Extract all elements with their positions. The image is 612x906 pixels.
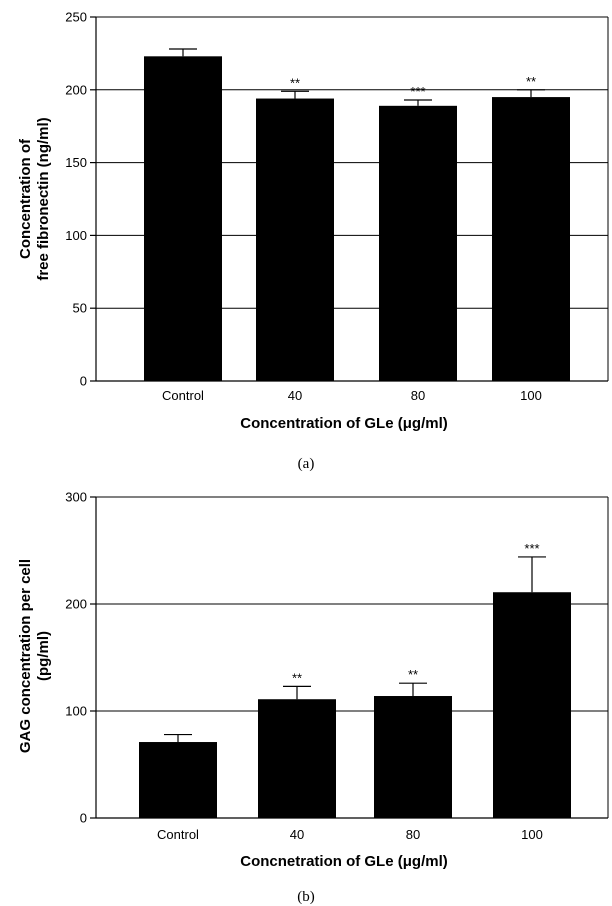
x-axis-label: Concentration of GLe (μg/ml) bbox=[240, 415, 448, 432]
bar bbox=[139, 742, 217, 818]
y-tick-label: 200 bbox=[65, 597, 87, 612]
x-tick-label: Control bbox=[157, 827, 199, 842]
significance-marker: ** bbox=[292, 670, 302, 685]
y-tick-label: 100 bbox=[65, 228, 87, 243]
bar bbox=[493, 592, 571, 818]
y-axis-label: GAG concentration per cell bbox=[17, 559, 34, 753]
y-tick-label: 250 bbox=[65, 10, 87, 25]
bar bbox=[379, 105, 457, 381]
y-axis-label: (pg/ml) bbox=[35, 631, 52, 681]
x-tick-label: 40 bbox=[290, 827, 304, 842]
significance-marker: *** bbox=[524, 541, 539, 556]
x-tick-label: Control bbox=[162, 388, 204, 403]
x-tick-label: 80 bbox=[411, 388, 425, 403]
y-tick-label: 50 bbox=[73, 301, 87, 316]
x-axis-label: Concnetration of GLe (μg/ml) bbox=[240, 853, 448, 870]
x-tick-label: 40 bbox=[288, 388, 302, 403]
y-tick-label: 0 bbox=[80, 811, 87, 826]
significance-marker: ** bbox=[526, 74, 536, 89]
bar bbox=[492, 97, 570, 381]
y-axis-label: free fibronectin (ng/ml) bbox=[35, 117, 52, 280]
y-tick-label: 200 bbox=[65, 82, 87, 97]
y-tick-label: 150 bbox=[65, 155, 87, 170]
x-tick-label: 100 bbox=[520, 388, 542, 403]
panel-label: (b) bbox=[297, 889, 315, 905]
bar bbox=[258, 699, 336, 818]
significance-marker: *** bbox=[410, 84, 425, 99]
y-tick-label: 0 bbox=[80, 374, 87, 389]
significance-marker: ** bbox=[408, 667, 418, 682]
panel-label: (a) bbox=[298, 456, 315, 472]
x-tick-label: 80 bbox=[406, 827, 420, 842]
x-tick-label: 100 bbox=[521, 827, 543, 842]
bar bbox=[374, 696, 452, 818]
y-tick-label: 300 bbox=[65, 490, 87, 505]
significance-marker: ** bbox=[290, 75, 300, 90]
bar bbox=[256, 98, 334, 381]
y-tick-label: 100 bbox=[65, 704, 87, 719]
y-axis-label: Concentration of bbox=[17, 138, 34, 259]
bar bbox=[144, 56, 222, 381]
